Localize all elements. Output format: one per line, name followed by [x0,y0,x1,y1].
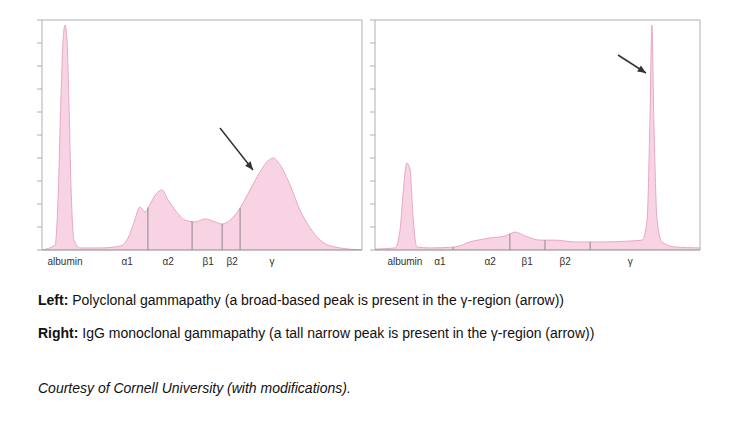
svg-text:β2: β2 [226,256,238,267]
html-text:Left: Polyclonal gammapathy (a: Left: Polyclonal gammapathy (a broad-bas… [38,292,564,308]
svg-text:albumin: albumin [48,256,83,267]
svg-text:γ: γ [628,256,633,267]
svg-text:β1: β1 [202,256,214,267]
svg-text:albumin: albumin [387,256,422,267]
svg-text:β1: β1 [521,256,533,267]
svg-text:α1: α1 [434,256,446,267]
svg-text:α2: α2 [484,256,496,267]
html-text:Right: IgG monoclonal gammapat: Right: IgG monoclonal gammapathy (a tall… [38,325,595,341]
svg-text:β2: β2 [559,256,571,267]
svg-text:γ: γ [270,256,275,267]
svg-text:α2: α2 [162,256,174,267]
svg-text:α1: α1 [121,256,133,267]
html-text:Courtesy of Cornell University: Courtesy of Cornell University (with mod… [38,380,351,396]
